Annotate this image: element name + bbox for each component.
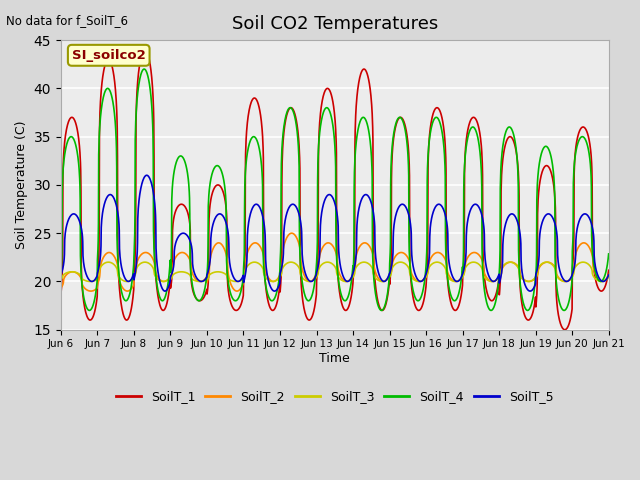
SoilT_2 bbox=[57, 285, 65, 290]
SoilT_2 bbox=[605, 272, 612, 277]
Line: SoilT_5: SoilT_5 bbox=[61, 175, 609, 291]
SoilT_5 bbox=[572, 237, 580, 243]
SoilT_4 bbox=[57, 275, 65, 280]
Line: SoilT_2: SoilT_2 bbox=[61, 233, 609, 291]
SoilT_1 bbox=[57, 291, 65, 297]
X-axis label: Time: Time bbox=[319, 352, 350, 365]
SoilT_3 bbox=[572, 264, 580, 269]
Legend: SoilT_1, SoilT_2, SoilT_3, SoilT_4, SoilT_5: SoilT_1, SoilT_2, SoilT_3, SoilT_4, Soil… bbox=[111, 385, 559, 408]
SoilT_3 bbox=[159, 278, 167, 284]
SoilT_1 bbox=[494, 282, 502, 288]
SoilT_4 bbox=[363, 120, 371, 126]
SoilT_3 bbox=[211, 269, 218, 275]
SoilT_4 bbox=[572, 149, 580, 155]
SoilT_5 bbox=[57, 272, 65, 278]
Text: SI_soilco2: SI_soilco2 bbox=[72, 49, 146, 62]
SoilT_3 bbox=[351, 268, 359, 274]
SoilT_2 bbox=[288, 230, 296, 236]
SoilT_4 bbox=[140, 66, 148, 72]
Y-axis label: Soil Temperature (C): Soil Temperature (C) bbox=[15, 120, 28, 249]
SoilT_1 bbox=[141, 47, 148, 53]
SoilT_5 bbox=[557, 271, 564, 276]
Line: SoilT_3: SoilT_3 bbox=[61, 262, 609, 281]
SoilT_5 bbox=[363, 192, 371, 198]
SoilT_4 bbox=[495, 282, 502, 288]
SoilT_4 bbox=[351, 156, 359, 162]
SoilT_2 bbox=[495, 275, 502, 281]
Line: SoilT_1: SoilT_1 bbox=[61, 50, 609, 330]
SoilT_1 bbox=[210, 186, 218, 192]
SoilT_1 bbox=[363, 69, 371, 75]
Text: No data for f_SoilT_6: No data for f_SoilT_6 bbox=[6, 14, 129, 27]
SoilT_5 bbox=[143, 172, 150, 178]
SoilT_1 bbox=[557, 321, 564, 326]
SoilT_2 bbox=[557, 277, 564, 283]
SoilT_4 bbox=[557, 303, 564, 309]
Title: Soil CO2 Temperatures: Soil CO2 Temperatures bbox=[232, 15, 438, 33]
SoilT_1 bbox=[605, 267, 612, 273]
SoilT_2 bbox=[363, 240, 371, 246]
SoilT_5 bbox=[210, 218, 218, 224]
SoilT_2 bbox=[210, 244, 218, 250]
SoilT_1 bbox=[351, 237, 358, 242]
SoilT_2 bbox=[351, 266, 359, 272]
SoilT_4 bbox=[605, 251, 612, 257]
Line: SoilT_4: SoilT_4 bbox=[61, 69, 609, 311]
SoilT_4 bbox=[211, 166, 218, 171]
SoilT_4 bbox=[86, 308, 93, 313]
SoilT_1 bbox=[561, 327, 568, 333]
SoilT_3 bbox=[495, 276, 502, 281]
SoilT_5 bbox=[495, 273, 502, 279]
SoilT_3 bbox=[605, 274, 612, 280]
SoilT_2 bbox=[572, 251, 580, 256]
SoilT_3 bbox=[557, 277, 564, 283]
SoilT_3 bbox=[57, 276, 65, 282]
SoilT_5 bbox=[605, 272, 612, 278]
SoilT_5 bbox=[351, 262, 359, 267]
SoilT_5 bbox=[271, 288, 278, 294]
SoilT_1 bbox=[572, 144, 580, 150]
SoilT_2 bbox=[87, 288, 95, 294]
SoilT_3 bbox=[363, 260, 371, 265]
SoilT_3 bbox=[141, 259, 148, 265]
